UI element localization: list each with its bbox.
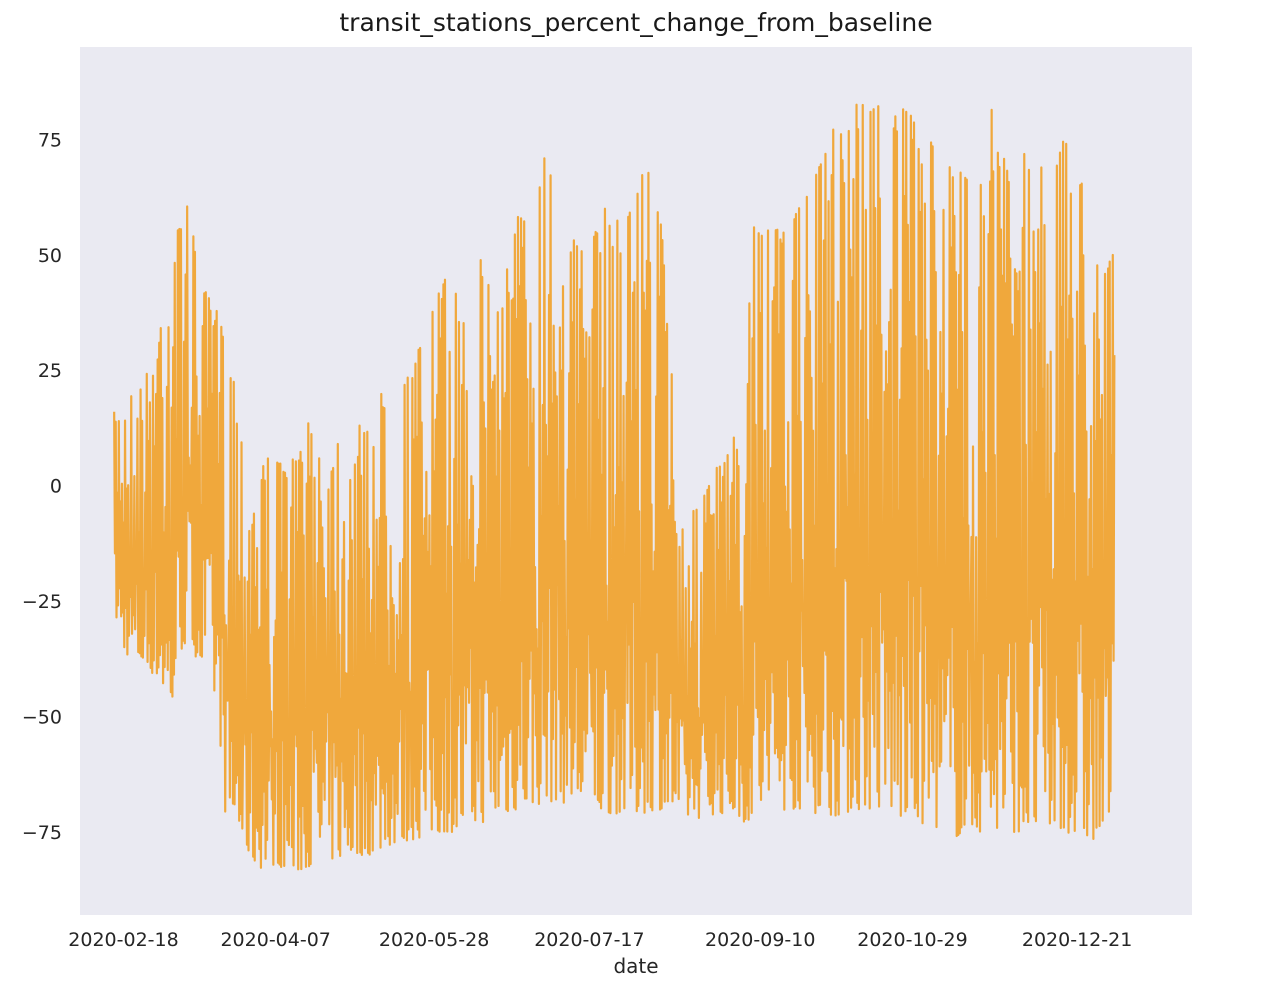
- y-tick-label: 0: [50, 476, 62, 498]
- y-tick-label: 75: [38, 129, 62, 151]
- y-tick-label: −25: [22, 591, 62, 613]
- x-tick-label: 2020-09-10: [705, 929, 815, 951]
- x-tick-label: 2020-02-18: [68, 929, 178, 951]
- x-tick-label: 2020-12-21: [1022, 929, 1132, 951]
- x-tick-label: 2020-07-17: [534, 929, 644, 951]
- chart-title: transit_stations_percent_change_from_bas…: [339, 8, 933, 37]
- y-axis: −75 −50 −25 0 25 50 75: [22, 129, 62, 844]
- series-line: [113, 103, 1116, 871]
- x-tick-label: 2020-10-29: [857, 929, 967, 951]
- x-axis: 2020-02-18 2020-04-07 2020-05-28 2020-07-17…: [68, 929, 1132, 951]
- y-tick-label: −75: [22, 822, 62, 844]
- x-tick-label: 2020-04-07: [220, 929, 330, 951]
- y-tick-label: −50: [22, 706, 62, 728]
- x-tick-label: 2020-05-28: [379, 929, 489, 951]
- x-axis-label: date: [613, 954, 658, 978]
- y-tick-label: 50: [38, 245, 62, 267]
- series-layer: [113, 103, 1116, 871]
- y-tick-label: 25: [38, 360, 62, 382]
